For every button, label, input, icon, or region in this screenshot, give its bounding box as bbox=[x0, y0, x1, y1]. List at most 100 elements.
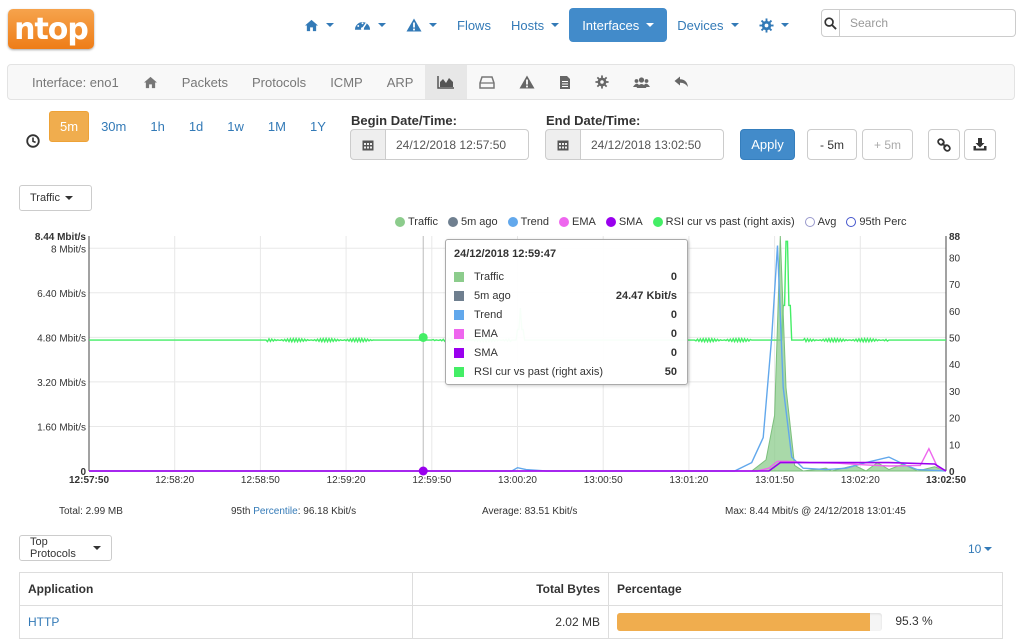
calendar-button[interactable] bbox=[350, 129, 386, 160]
hard-disk-icon bbox=[479, 75, 496, 89]
chart-type-dropdown[interactable]: Traffic bbox=[19, 185, 92, 211]
sma-hover-marker bbox=[418, 466, 428, 476]
ntop-logo[interactable]: ntop bbox=[8, 9, 94, 49]
subnav-disk[interactable] bbox=[467, 65, 507, 99]
y-axis-tick-label: 4.80 Mbit/s bbox=[37, 333, 86, 344]
nav-home-menu[interactable] bbox=[294, 8, 344, 42]
legend-marker bbox=[558, 217, 569, 227]
end-date-picker[interactable]: 24/12/2018 13:02:50 bbox=[545, 129, 724, 160]
legend-item[interactable]: 95th Perc bbox=[846, 216, 907, 228]
x-axis-tick-label: 13:01:20 bbox=[669, 475, 708, 486]
subnav-report[interactable] bbox=[547, 65, 583, 99]
legend-marker bbox=[447, 217, 458, 227]
stat-total: Total: 2.99 MB bbox=[59, 506, 123, 517]
nav-settings-menu[interactable] bbox=[749, 8, 799, 42]
shift-forward-button[interactable]: + 5m bbox=[862, 129, 913, 160]
tooltip-series-value: 0 bbox=[670, 346, 677, 359]
apply-button[interactable]: Apply bbox=[740, 129, 795, 160]
download-button[interactable] bbox=[964, 129, 996, 160]
subnav-alerts[interactable] bbox=[507, 65, 547, 99]
column-header-percentage[interactable]: Percentage bbox=[608, 572, 1003, 606]
permalink-button[interactable] bbox=[928, 129, 960, 160]
chevron-down-icon bbox=[326, 23, 334, 27]
x-axis-tick-label: 12:58:50 bbox=[241, 475, 280, 486]
chevron-down-icon bbox=[64, 196, 73, 200]
download-icon bbox=[973, 138, 987, 151]
traffic-chart: 12:57:50 12:58:20 12:58:50 12:59:20 12:59:50… bbox=[35, 232, 967, 486]
range-button-1w[interactable]: 1w bbox=[227, 119, 244, 134]
subnav-packets[interactable]: Packets bbox=[181, 74, 228, 90]
x-axis-tick-label: 13:02:50 bbox=[926, 475, 966, 486]
subnav-protocols[interactable]: Protocols bbox=[251, 74, 307, 90]
nav-flows[interactable]: Flows bbox=[457, 17, 491, 33]
bytes-cell: 2.02 MB bbox=[412, 605, 609, 639]
x-axis-tick-label: 13:02:20 bbox=[841, 475, 880, 486]
subnav-back[interactable] bbox=[662, 65, 701, 99]
x-axis-tick-label: 13:01:50 bbox=[755, 475, 794, 486]
chevron-down-icon bbox=[984, 547, 993, 551]
percentage-cell: 95.3 % bbox=[608, 605, 1003, 639]
range-button-1y[interactable]: 1Y bbox=[309, 119, 326, 134]
range-button-5m[interactable]: 5m bbox=[49, 111, 90, 142]
tooltip-row: Traffic 0 bbox=[454, 267, 677, 286]
y-axis-tick-label: 3.20 Mbit/s bbox=[37, 378, 86, 389]
percentage-bar bbox=[617, 613, 882, 631]
reply-icon bbox=[674, 76, 689, 87]
top-protocols-dropdown[interactable]: Top Protocols bbox=[19, 535, 112, 561]
subnav-arp[interactable]: ARP bbox=[386, 74, 414, 90]
tooltip-swatch bbox=[454, 347, 464, 358]
interface-name-label: Interface: eno1 bbox=[32, 74, 119, 90]
tooltip-swatch bbox=[454, 309, 464, 320]
subnav-charts[interactable] bbox=[425, 65, 468, 99]
legend-label: SMA bbox=[618, 216, 643, 228]
column-header-bytes[interactable]: Total Bytes bbox=[412, 572, 609, 606]
tooltip-row: RSI cur vs past (right axis) 50 bbox=[454, 362, 677, 381]
legend-item[interactable]: Traffic bbox=[395, 216, 438, 228]
legend-item[interactable]: 5m ago bbox=[447, 216, 498, 228]
legend-item[interactable]: Trend bbox=[507, 216, 549, 228]
tooltip-swatch bbox=[454, 290, 464, 301]
tooltip-series-name: RSI cur vs past (right axis) bbox=[474, 365, 603, 378]
document-icon bbox=[560, 75, 571, 89]
application-link[interactable]: HTTP bbox=[28, 615, 60, 629]
tooltip-time: 24/12/2018 12:59:47 bbox=[454, 248, 557, 260]
calendar-button[interactable] bbox=[545, 129, 581, 160]
nav-interfaces-menu[interactable]: Interfaces bbox=[569, 8, 668, 42]
legend-item[interactable]: Avg bbox=[804, 216, 837, 228]
tooltip-series-value: 24.47 Kbit/s bbox=[615, 289, 677, 302]
page-size-dropdown[interactable]: 10 bbox=[968, 542, 993, 556]
interface-subnav: Interface: eno1 Packets Protocols ICMP A… bbox=[7, 64, 1015, 100]
nav-hosts-menu[interactable]: Hosts bbox=[501, 8, 569, 42]
legend-label: EMA bbox=[571, 216, 596, 228]
nav-alerts-menu[interactable] bbox=[396, 8, 447, 42]
nav-dashboard-menu[interactable] bbox=[344, 8, 396, 42]
subnav-pools[interactable] bbox=[621, 65, 662, 99]
begin-date-picker[interactable]: 24/12/2018 12:57:50 bbox=[350, 129, 529, 160]
legend-label: Avg bbox=[817, 216, 837, 228]
search-input[interactable] bbox=[840, 9, 1016, 37]
legend-label: Traffic bbox=[408, 216, 438, 228]
users-icon bbox=[633, 76, 651, 88]
subnav-icmp[interactable]: ICMP bbox=[330, 74, 363, 90]
trend-series-line bbox=[89, 245, 947, 472]
legend-item[interactable]: EMA bbox=[558, 216, 596, 228]
legend-label: 5m ago bbox=[460, 216, 498, 228]
tooltip-swatch bbox=[454, 328, 464, 339]
shift-back-button[interactable]: - 5m bbox=[807, 129, 857, 160]
begin-date-field[interactable]: 24/12/2018 12:57:50 bbox=[386, 129, 529, 160]
percentile-link[interactable]: Percentile bbox=[253, 506, 298, 517]
legend-item[interactable]: SMA bbox=[605, 216, 643, 228]
legend-item[interactable]: RSI cur vs past (right axis) bbox=[652, 216, 795, 228]
range-button-30m[interactable]: 30m bbox=[101, 119, 127, 134]
subnav-settings[interactable] bbox=[583, 65, 621, 99]
subnav-home[interactable] bbox=[131, 65, 170, 99]
search-button[interactable] bbox=[821, 9, 840, 37]
alert-icon bbox=[519, 75, 535, 89]
range-button-1m[interactable]: 1M bbox=[267, 119, 286, 134]
y2-axis-tick-label: 40 bbox=[949, 360, 961, 371]
column-header-application[interactable]: Application bbox=[19, 572, 413, 606]
end-date-field[interactable]: 24/12/2018 13:02:50 bbox=[581, 129, 724, 160]
range-button-1d[interactable]: 1d bbox=[188, 119, 204, 134]
range-button-1h[interactable]: 1h bbox=[150, 119, 165, 134]
nav-devices-menu[interactable]: Devices bbox=[667, 8, 748, 42]
